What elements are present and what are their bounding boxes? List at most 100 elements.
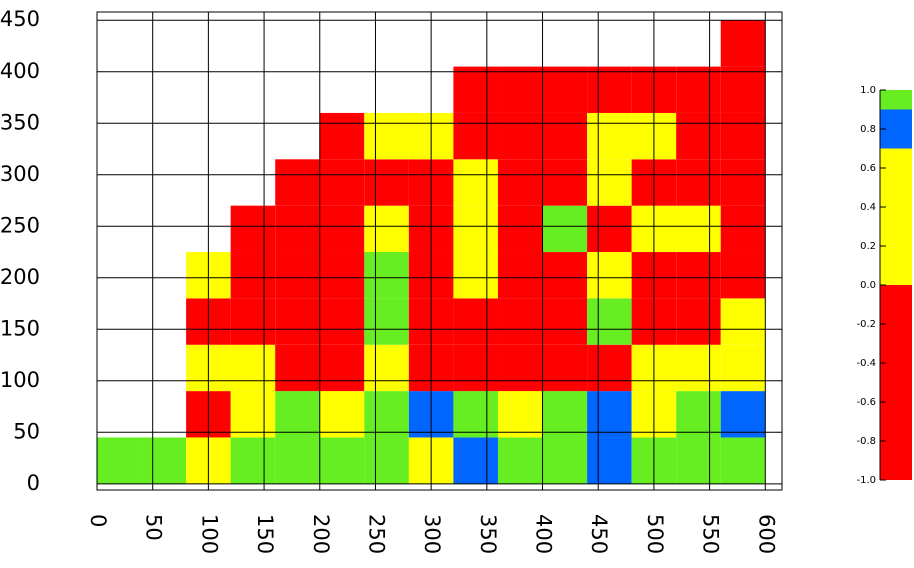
colorbar-tick-label: 0.0 — [860, 280, 876, 291]
plot-frame — [96, 11, 783, 491]
field-cell — [319, 112, 365, 160]
field-cell — [319, 391, 365, 438]
colorbar-tick-label: 0.2 — [860, 241, 876, 252]
field-cell — [319, 205, 365, 253]
x-tick-label: 300 — [420, 514, 444, 554]
field-cell — [453, 159, 498, 206]
x-tick-label: 150 — [253, 514, 277, 554]
field-cell — [587, 159, 632, 206]
x-tick-label: 450 — [587, 514, 611, 554]
colorbar-segment — [880, 90, 912, 110]
field-cell — [542, 344, 588, 392]
field-cell — [587, 298, 632, 345]
field-cell — [676, 252, 721, 299]
colorbar-tick-label: 0.4 — [860, 202, 876, 213]
x-tick-label: 500 — [643, 514, 667, 554]
field-cell — [230, 205, 276, 253]
y-tick-label: 100 — [0, 368, 40, 392]
x-tick-label: 100 — [197, 514, 221, 554]
y-tick-label: 250 — [0, 213, 40, 237]
field-cell — [676, 112, 721, 160]
field-cell — [453, 298, 498, 345]
x-tick-label: 600 — [754, 514, 778, 554]
field-cell — [453, 205, 498, 253]
colorbar-tick-label: 0.8 — [860, 124, 876, 135]
field-cell — [587, 112, 632, 160]
field-cell — [364, 112, 409, 160]
colorbar-tick-label: -1.0 — [856, 475, 876, 486]
field-cell — [497, 252, 543, 299]
y-tick-label: 150 — [0, 316, 40, 340]
field-cell — [97, 437, 142, 484]
field-cell — [720, 391, 766, 438]
field-cell — [587, 66, 632, 113]
x-tick-label: 400 — [532, 514, 556, 554]
colorbar-tick-label: -0.2 — [856, 319, 876, 330]
field-cell — [497, 112, 543, 160]
field-cell — [542, 298, 588, 345]
field-cell — [364, 437, 409, 484]
y-tick-label: 0 — [27, 471, 40, 495]
y-tick-label: 300 — [0, 162, 40, 186]
field-cell — [720, 66, 766, 113]
field-cell — [542, 112, 588, 160]
field-cell — [319, 298, 365, 345]
field-cell — [275, 437, 320, 484]
field-cell — [720, 20, 766, 67]
field-cell — [542, 437, 588, 484]
field-cell — [676, 66, 721, 113]
field-cell — [230, 298, 276, 345]
field-cell — [141, 437, 187, 484]
field-cell — [720, 112, 766, 160]
field-cell — [497, 391, 543, 438]
field-cell — [364, 344, 409, 392]
field-cell — [720, 252, 766, 299]
field-cell — [275, 252, 320, 299]
field-cell — [497, 159, 543, 206]
field-cell — [587, 205, 632, 253]
field-cell — [364, 159, 409, 206]
field-cell — [497, 344, 543, 392]
field-cell — [542, 159, 588, 206]
field-cell — [275, 205, 320, 253]
field-cell — [275, 159, 320, 206]
field-cell — [587, 252, 632, 299]
field-cell — [587, 344, 632, 392]
field-cell — [542, 205, 588, 253]
field-cell — [587, 391, 632, 438]
field-cell — [676, 159, 721, 206]
x-tick-label: 350 — [476, 514, 500, 554]
field-cell — [497, 298, 543, 345]
colorbar-segment — [880, 148, 912, 285]
field-cell — [676, 205, 721, 253]
colorbar-tick-label: 1.0 — [860, 85, 876, 96]
field-cell — [453, 437, 498, 484]
field-cell — [676, 298, 721, 345]
field-cell — [453, 252, 498, 299]
field-cell — [364, 205, 409, 253]
field-cell — [364, 252, 409, 299]
field-cell — [497, 66, 543, 113]
field-cell — [275, 391, 320, 438]
field-cell — [676, 391, 721, 438]
field-cell — [319, 344, 365, 392]
colorbar-tick-label: -0.6 — [856, 397, 876, 408]
y-tick-label: 200 — [0, 265, 40, 289]
field-cell — [275, 344, 320, 392]
field-cell — [230, 252, 276, 299]
y-tick-label: 50 — [13, 419, 40, 443]
colorbar-tick-label: -0.4 — [856, 358, 876, 369]
field-cell — [230, 437, 276, 484]
field-cell — [230, 391, 276, 438]
x-tick-label: 200 — [309, 514, 333, 554]
field-cell — [453, 112, 498, 160]
y-tick-label: 450 — [0, 7, 40, 31]
x-tick-label: 0 — [86, 514, 110, 527]
x-tick-label: 50 — [142, 514, 166, 541]
field-cell — [319, 159, 365, 206]
field-cell — [720, 205, 766, 253]
field-cell — [497, 437, 543, 484]
field-cell — [676, 437, 721, 484]
field-cell — [364, 391, 409, 438]
